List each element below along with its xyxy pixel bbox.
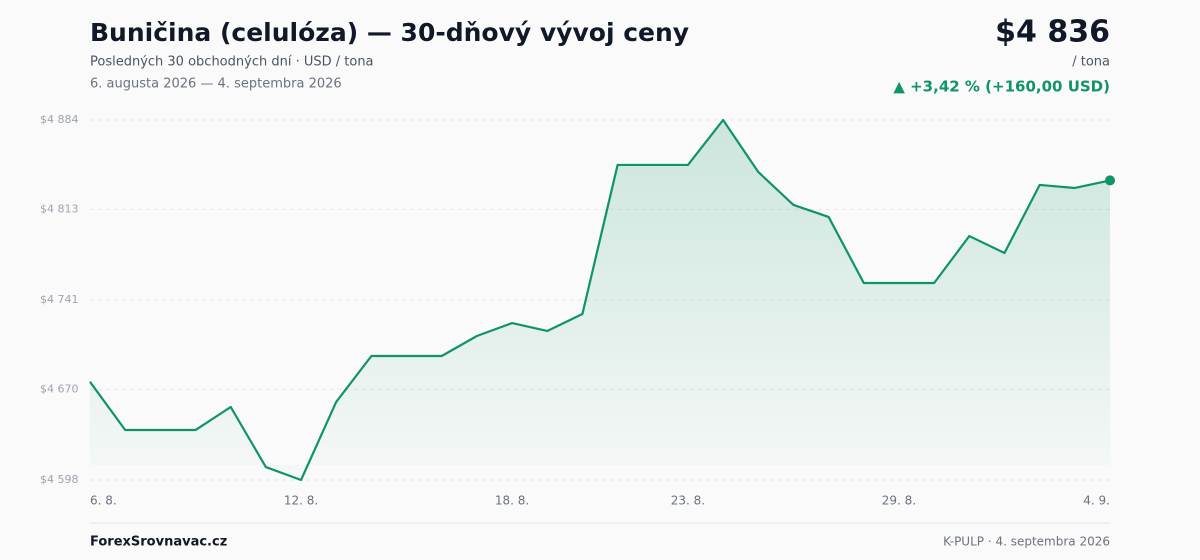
- unit: / tona: [1072, 55, 1110, 70]
- x-tick-label: 4. 9.: [1083, 494, 1110, 508]
- footnote: K-PULP · 4. septembra 2026: [943, 535, 1110, 549]
- x-tick-label: 18. 8.: [495, 494, 529, 508]
- line: [89, 118, 1111, 482]
- price: $4 836: [995, 15, 1110, 50]
- date-range: 6. augusta 2026 — 4. septembra 2026: [90, 77, 342, 92]
- y-tick-label: $4 741: [40, 293, 79, 306]
- y-tick-label: $4 813: [40, 202, 79, 215]
- subtitle: Posledných 30 obchodných dní · USD / ton…: [90, 55, 374, 70]
- change: ▲ +3,42 % (+160,00 USD): [893, 78, 1110, 96]
- x-tick-label: 12. 8.: [284, 494, 318, 508]
- y-tick-label: $4 884: [40, 113, 79, 126]
- x-tick-label: 23. 8.: [671, 494, 705, 508]
- x-tick-label: 29. 8.: [882, 494, 916, 508]
- y-tick-label: $4 598: [40, 473, 79, 486]
- y-tick-label: $4 670: [40, 382, 79, 395]
- area: [90, 120, 1110, 480]
- source: ForexSrovnavac.cz: [90, 535, 227, 550]
- x-tick-label: 6. 8.: [90, 494, 117, 508]
- last-point: [1105, 175, 1115, 186]
- chart-title: Buničina (celulóza) — 30-dňový vývoj cen…: [90, 18, 689, 47]
